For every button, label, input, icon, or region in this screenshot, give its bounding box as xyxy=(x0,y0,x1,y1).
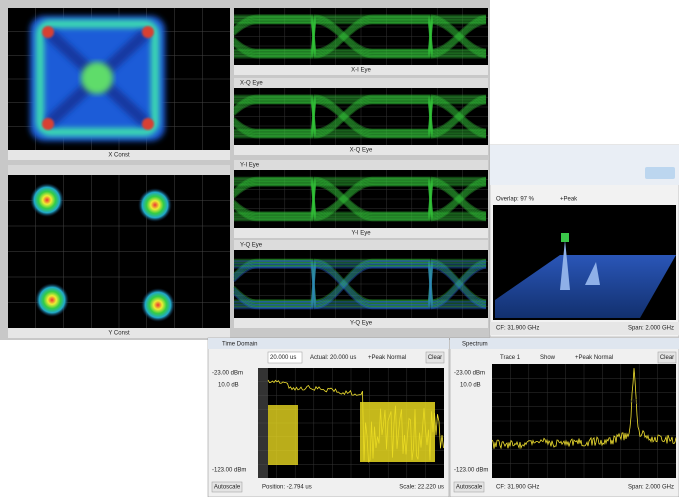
label: -23.00 dBm xyxy=(212,371,243,377)
label: Actual: 20.000 us xyxy=(310,355,356,361)
heat-corner xyxy=(42,118,54,130)
label: X-I Eye xyxy=(351,68,371,74)
label: CF: 31.900 GHz xyxy=(496,485,539,491)
label: M1 xyxy=(630,400,639,406)
label: Y-Q Eye xyxy=(350,321,373,327)
gate xyxy=(258,368,268,478)
label: Y-I Eye xyxy=(351,231,371,237)
label: 10.0 dB xyxy=(460,383,481,389)
label: Show xyxy=(540,355,556,361)
label: Autoscale xyxy=(214,485,241,491)
burst xyxy=(268,405,298,465)
label: Span: 2.000 GHz xyxy=(628,326,674,332)
cluster xyxy=(138,188,172,222)
heat-corner xyxy=(42,26,54,38)
label: Autoscale xyxy=(456,485,483,491)
label: Y-Q Eye xyxy=(240,243,263,249)
page: {"constellations":[{"title":"X Const"},{… xyxy=(0,0,679,497)
label: +Peak Normal xyxy=(575,355,613,361)
burst xyxy=(360,402,435,462)
label: Scale: 22.220 us xyxy=(399,485,444,491)
label: Overlap: 97 % xyxy=(496,197,535,203)
label: CF: 31.900 GHz xyxy=(496,326,539,332)
label: Position: -2.794 us xyxy=(262,485,312,491)
label: X-Q Eye xyxy=(350,148,373,154)
cluster xyxy=(30,183,64,217)
label: -23.00 dBm xyxy=(454,371,485,377)
tab-bar xyxy=(234,78,488,88)
label: +Peak Normal xyxy=(368,355,406,361)
label: +Peak xyxy=(560,197,578,203)
label: X Const xyxy=(108,153,130,159)
label: Time Domain xyxy=(222,342,257,348)
label: Trace 1 xyxy=(500,355,521,361)
label: Y Const xyxy=(108,331,130,337)
body: X Const Y Const X-I Eye X-Q Eye X-Q Eye Y-I E… xyxy=(0,0,679,497)
label: Y-I Eye xyxy=(240,163,260,169)
peak-cap xyxy=(561,233,569,242)
label: Clear xyxy=(428,355,442,361)
label: X-Q Eye xyxy=(240,81,263,87)
label: Span: 2.000 GHz xyxy=(628,485,674,491)
button[interactable] xyxy=(645,167,675,179)
label: 20.000 us xyxy=(270,355,296,361)
cluster xyxy=(141,288,175,322)
tab-bar xyxy=(8,165,230,175)
cluster xyxy=(35,283,69,317)
label: Clear xyxy=(660,355,674,361)
heat-corner xyxy=(142,118,154,130)
heat-corner xyxy=(142,26,154,38)
label: 10.0 dB xyxy=(218,383,239,389)
label: -123.00 dBm xyxy=(454,468,488,474)
screenshot: X Const Y Const X-I Eye X-Q Eye X-Q Eye Y-I E… xyxy=(0,0,679,497)
heat-center xyxy=(81,62,113,94)
tab-bar xyxy=(234,240,488,250)
tab-bar xyxy=(234,160,488,170)
label: Spectrum xyxy=(462,342,488,348)
label: -123.00 dBm xyxy=(212,468,246,474)
